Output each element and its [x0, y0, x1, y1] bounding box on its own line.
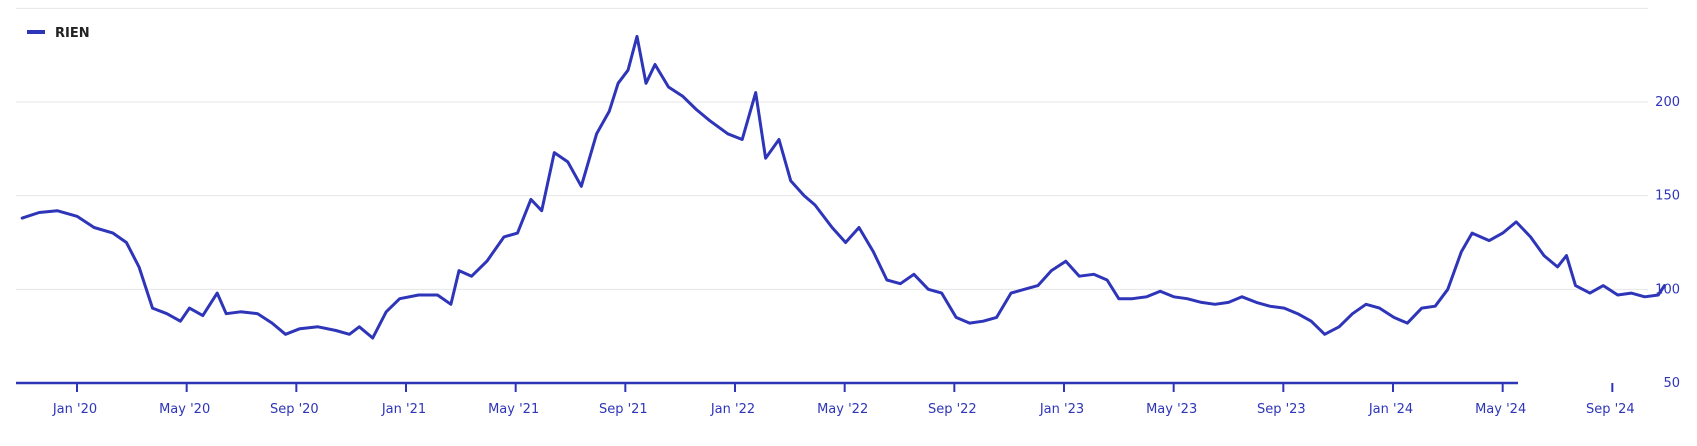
y-tick-label: 100 — [1655, 282, 1680, 297]
legend[interactable]: RIEN — [27, 26, 90, 41]
x-tick-label: Sep '22 — [928, 402, 977, 417]
x-tick-label: May '23 — [1146, 402, 1197, 417]
series-line-rien[interactable] — [20, 34, 1666, 340]
x-tick-label: Jan '20 — [52, 402, 97, 417]
x-tick-label: May '24 — [1475, 402, 1526, 417]
x-tick-label: May '22 — [817, 402, 868, 417]
x-tick-label: Jan '23 — [1039, 402, 1084, 417]
x-tick-label: May '21 — [488, 402, 539, 417]
x-tick-label: Sep '21 — [599, 402, 648, 417]
x-tick-label: Sep '24 — [1586, 402, 1635, 417]
legend-label[interactable]: RIEN — [55, 26, 90, 41]
series-layer — [20, 34, 1666, 340]
x-tick-label: Jan '22 — [710, 402, 755, 417]
y-axis-labels: 50 100 150 200 — [1655, 95, 1680, 391]
x-tick-label: Sep '23 — [1257, 402, 1306, 417]
y-tick-label: 50 — [1663, 376, 1680, 391]
y-tick-label: 200 — [1655, 95, 1680, 110]
x-tick-label: Sep '20 — [270, 402, 319, 417]
x-tick-label: Jan '21 — [381, 402, 426, 417]
x-tick-label: May '20 — [159, 402, 210, 417]
grid-layer — [16, 7, 1648, 290]
y-tick-label: 150 — [1655, 189, 1680, 204]
x-axis: Jan '20 May '20 Sep '20 Jan '21 May '21 Sep '… — [16, 381, 1635, 417]
x-tick-label: Jan '24 — [1368, 402, 1413, 417]
